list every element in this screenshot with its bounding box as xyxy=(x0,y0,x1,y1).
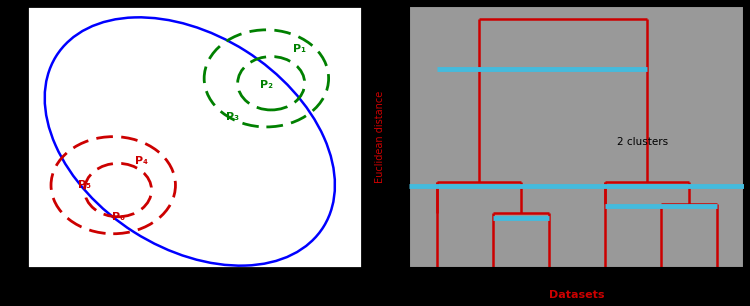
Y-axis label: Euclidean distance: Euclidean distance xyxy=(375,91,386,183)
Text: P₆: P₆ xyxy=(112,212,125,222)
Text: P₂: P₂ xyxy=(260,80,273,90)
X-axis label: Datasets: Datasets xyxy=(549,290,604,300)
Text: P₄: P₄ xyxy=(136,156,148,166)
Text: P₁: P₁ xyxy=(293,44,307,54)
Text: P₃: P₃ xyxy=(226,112,239,122)
Text: P₅: P₅ xyxy=(78,180,91,190)
Text: 2 clusters: 2 clusters xyxy=(617,137,668,147)
